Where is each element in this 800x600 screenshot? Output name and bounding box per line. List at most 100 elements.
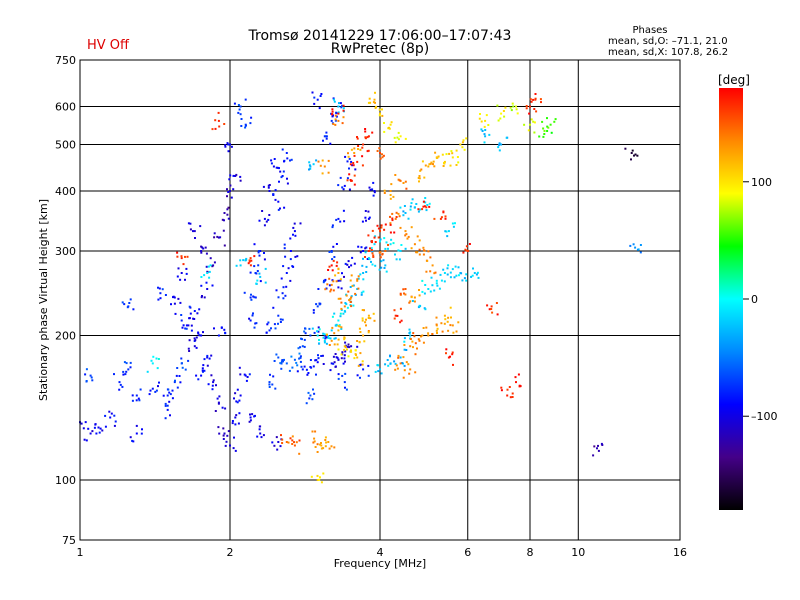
echo-point (148, 393, 151, 396)
echo-point (98, 431, 101, 434)
echo-point (349, 298, 352, 301)
plot-frame (79, 59, 681, 541)
echo-point (338, 102, 340, 105)
echo-point (359, 376, 361, 379)
echo-point (315, 373, 317, 376)
echo-point (415, 251, 418, 254)
echo-point (329, 337, 332, 340)
echo-point (261, 210, 264, 212)
echo-point (244, 98, 247, 101)
echo-point (251, 413, 254, 416)
echo-point (429, 256, 432, 259)
echo-point (159, 292, 162, 295)
echo-point (592, 454, 595, 457)
echo-point (268, 184, 271, 186)
echo-point (139, 388, 142, 391)
echo-point (127, 368, 130, 371)
echo-point (365, 246, 368, 249)
echo-point (356, 137, 359, 140)
echo-point (200, 374, 203, 377)
echo-point (408, 328, 411, 331)
echo-point (347, 155, 350, 158)
echo-point (313, 437, 316, 440)
echo-point (349, 179, 352, 181)
echo-point (394, 174, 397, 176)
echo-point (486, 304, 489, 307)
echo-point (169, 414, 171, 417)
echo-point (397, 131, 400, 134)
echo-point (312, 163, 315, 166)
echo-point (352, 164, 355, 167)
echo-point (281, 175, 284, 177)
echo-point (471, 274, 474, 277)
echo-point (447, 316, 450, 319)
echo-point (351, 164, 354, 167)
echo-point (239, 373, 242, 376)
echo-point (278, 167, 280, 170)
echo-point (343, 354, 346, 357)
echo-point (205, 265, 208, 268)
echo-point (200, 250, 203, 252)
echo-point (402, 288, 405, 291)
echo-point (546, 130, 549, 132)
echo-point (217, 119, 220, 122)
echo-point (452, 363, 454, 366)
echo-point (267, 186, 270, 189)
echo-point (323, 165, 326, 168)
echo-point (252, 295, 255, 298)
echo-point (84, 373, 87, 376)
echo-point (246, 376, 249, 378)
echo-point (506, 394, 509, 397)
echo-point (533, 121, 536, 124)
echo-point (404, 288, 407, 290)
echo-point (234, 423, 237, 426)
echo-point (403, 337, 406, 340)
echo-point (447, 356, 450, 359)
echo-point (216, 235, 219, 238)
echo-point (397, 249, 400, 252)
echo-point (168, 391, 171, 394)
echo-point (357, 148, 359, 150)
echo-point (157, 298, 160, 301)
grid-layer (80, 60, 680, 540)
echo-point (369, 247, 371, 250)
echo-point (384, 223, 387, 226)
echo-point (473, 272, 476, 274)
echo-point (180, 272, 183, 274)
echo-point (296, 370, 299, 373)
echo-point (383, 189, 386, 192)
echo-point (171, 389, 174, 392)
echo-point (381, 108, 383, 111)
echo-point (335, 323, 338, 326)
echo-point (490, 305, 493, 308)
echo-point (181, 326, 184, 329)
echo-point (210, 354, 213, 357)
echo-point (350, 295, 353, 298)
echo-point (372, 312, 375, 315)
echo-point (533, 108, 536, 110)
echo-point (309, 394, 312, 397)
echo-point (399, 206, 402, 209)
echo-point (211, 284, 214, 287)
echo-point (480, 120, 483, 123)
echo-point (307, 391, 310, 394)
echo-point (298, 439, 301, 442)
echo-point (140, 432, 143, 435)
echo-point (192, 230, 194, 233)
echo-point (91, 379, 94, 382)
echo-point (313, 331, 316, 334)
echo-point (239, 394, 242, 397)
echo-point (368, 97, 371, 100)
colorbar-tick-label: –100 (751, 410, 778, 423)
echo-point (268, 381, 271, 384)
echo-point (437, 155, 440, 158)
echo-point (85, 368, 88, 371)
echo-point (424, 308, 427, 311)
echo-point (436, 284, 439, 287)
echo-point (443, 314, 446, 317)
echo-point (135, 399, 138, 402)
echo-point (441, 153, 444, 156)
echo-point (388, 127, 391, 130)
echo-point (631, 149, 634, 152)
echo-point (427, 165, 430, 168)
